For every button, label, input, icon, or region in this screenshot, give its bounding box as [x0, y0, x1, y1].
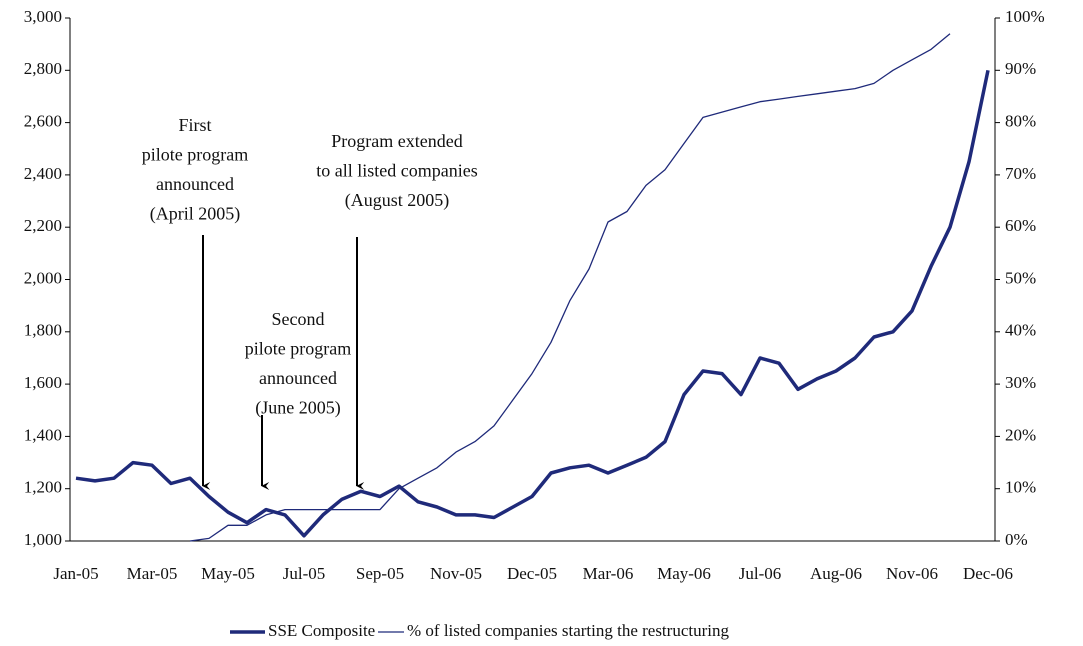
y2-tick-label: 20%: [1005, 425, 1036, 444]
y-tick-label: 1,600: [24, 373, 62, 392]
x-tick-label: Aug-06: [810, 564, 862, 583]
y2-tick-label: 100%: [1005, 7, 1045, 26]
x-tick-label: Dec-06: [963, 564, 1013, 583]
x-tick-label: Sep-05: [356, 564, 404, 583]
y2-tick-label: 80%: [1005, 112, 1036, 131]
series-line: [75, 69, 990, 538]
annotation-text: (April 2005): [150, 204, 240, 225]
x-tick-label: Nov-05: [430, 564, 482, 583]
annotation-text: (August 2005): [345, 190, 450, 211]
y2-tick-label: 70%: [1005, 164, 1036, 183]
annotation-text: First: [178, 115, 211, 135]
annotation-text: pilote program: [142, 145, 248, 165]
y-tick-label: 2,800: [24, 59, 62, 78]
legend-label: SSE Composite: [268, 621, 375, 640]
annotation-text: to all listed companies: [316, 161, 477, 181]
y-tick-label: 2,400: [24, 164, 62, 183]
annotation-text: Program extended: [331, 131, 462, 151]
x-tick-label: Mar-06: [583, 564, 634, 583]
y2-tick-label: 30%: [1005, 373, 1036, 392]
x-tick-label: Mar-05: [127, 564, 178, 583]
series-line: [189, 33, 951, 542]
x-tick-label: Jul-06: [739, 564, 782, 583]
x-tick-label: May-05: [201, 564, 255, 583]
y-tick-label: 2,200: [24, 216, 62, 235]
x-tick-label: May-06: [657, 564, 711, 583]
y-tick-label: 2,000: [24, 268, 62, 287]
y2-tick-label: 60%: [1005, 216, 1036, 235]
y2-tick-label: 40%: [1005, 321, 1036, 340]
annotation-text: Second: [272, 309, 325, 329]
annotation-text: announced: [156, 174, 234, 194]
y-tick-label: 1,400: [24, 425, 62, 444]
x-tick-label: Nov-06: [886, 564, 938, 583]
y-tick-label: 1,000: [24, 530, 62, 549]
y2-tick-label: 90%: [1005, 59, 1036, 78]
y-tick-label: 1,800: [24, 321, 62, 340]
y-tick-label: 3,000: [24, 7, 62, 26]
annotation-text: announced: [259, 368, 337, 388]
x-tick-label: Dec-05: [507, 564, 557, 583]
y2-tick-label: 10%: [1005, 478, 1036, 497]
y-tick-label: 2,600: [24, 112, 62, 131]
x-tick-label: Jul-05: [283, 564, 326, 583]
y2-tick-label: 50%: [1005, 268, 1036, 287]
y-tick-label: 1,200: [24, 478, 62, 497]
y2-tick-label: 0%: [1005, 530, 1028, 549]
annotation-text: pilote program: [245, 339, 351, 359]
annotation-text: (June 2005): [255, 398, 340, 419]
x-tick-label: Jan-05: [53, 564, 98, 583]
legend-label: % of listed companies starting the restr…: [407, 621, 729, 640]
